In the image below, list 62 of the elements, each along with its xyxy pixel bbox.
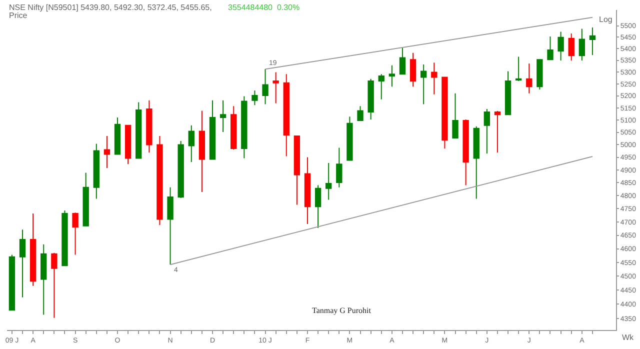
candlestick: [294, 136, 300, 206]
candlestick: [8, 254, 16, 311]
text: Log: [599, 15, 612, 24]
candlestick: [473, 126, 480, 200]
candlestick: [326, 162, 332, 200]
candlestick: [399, 47, 406, 75]
candlestick: [516, 56, 522, 82]
candlestick: [494, 110, 501, 153]
candlestick: [241, 96, 248, 159]
candlestick: [578, 28, 585, 62]
candlestick: [547, 36, 554, 60]
candlestick: [484, 108, 490, 154]
candlestick: [304, 156, 311, 225]
candlestick: [72, 212, 78, 256]
candlestick: [198, 110, 206, 193]
chart-subtitle: 3554484480 0.30%: [228, 3, 300, 12]
annotation: Tanmay G Purohit: [312, 306, 372, 315]
candlestick: [93, 143, 100, 200]
candlestick: [452, 92, 458, 138]
candlestick: [156, 136, 163, 226]
candlestick: [504, 70, 512, 116]
candlestick: [388, 64, 396, 88]
candlestick: [136, 102, 142, 159]
candlestick: [188, 124, 194, 163]
candlestick: [568, 33, 574, 62]
candlestick: [40, 244, 47, 316]
candlestick: [114, 117, 121, 155]
candlestick: [442, 76, 448, 149]
candlestick: [431, 62, 438, 95]
candlestick: [167, 186, 174, 266]
candlestick: [314, 184, 322, 229]
candlestick: [252, 90, 258, 106]
candlestick: [209, 100, 216, 160]
candlestick: [368, 78, 374, 120]
candlestick: [178, 140, 184, 198]
candlestick: [336, 147, 342, 188]
chart-title: NSE Nifty [N59501] 5439.80, 5492.30, 5372.45, 5455.65,: [9, 3, 212, 12]
candlestick: [51, 252, 58, 318]
candlestick: [283, 74, 290, 157]
candlestick: [357, 106, 364, 121]
candlestick: [526, 63, 532, 94]
candlestick: [272, 72, 279, 104]
candlestick: [410, 52, 416, 88]
candlestick: [589, 27, 596, 56]
candlestick: [378, 74, 384, 100]
y-axis-title: Price: [9, 11, 28, 20]
candlestick: [262, 68, 268, 105]
candlestick: [536, 59, 543, 90]
candlestick: [104, 136, 110, 169]
candlestick: [82, 172, 89, 226]
x-axis-title: Wk: [622, 333, 635, 342]
candlestick: [230, 106, 237, 150]
candlestick: [19, 229, 26, 298]
candlestick: [146, 100, 152, 153]
candlestick: [220, 100, 226, 133]
candlestick: [30, 212, 36, 286]
candlestick: [420, 64, 427, 105]
candlestick: [462, 119, 469, 186]
candlestick: [558, 31, 564, 62]
candlestick: [62, 210, 68, 266]
candlestick: [346, 116, 353, 161]
candlestick: [124, 124, 132, 165]
